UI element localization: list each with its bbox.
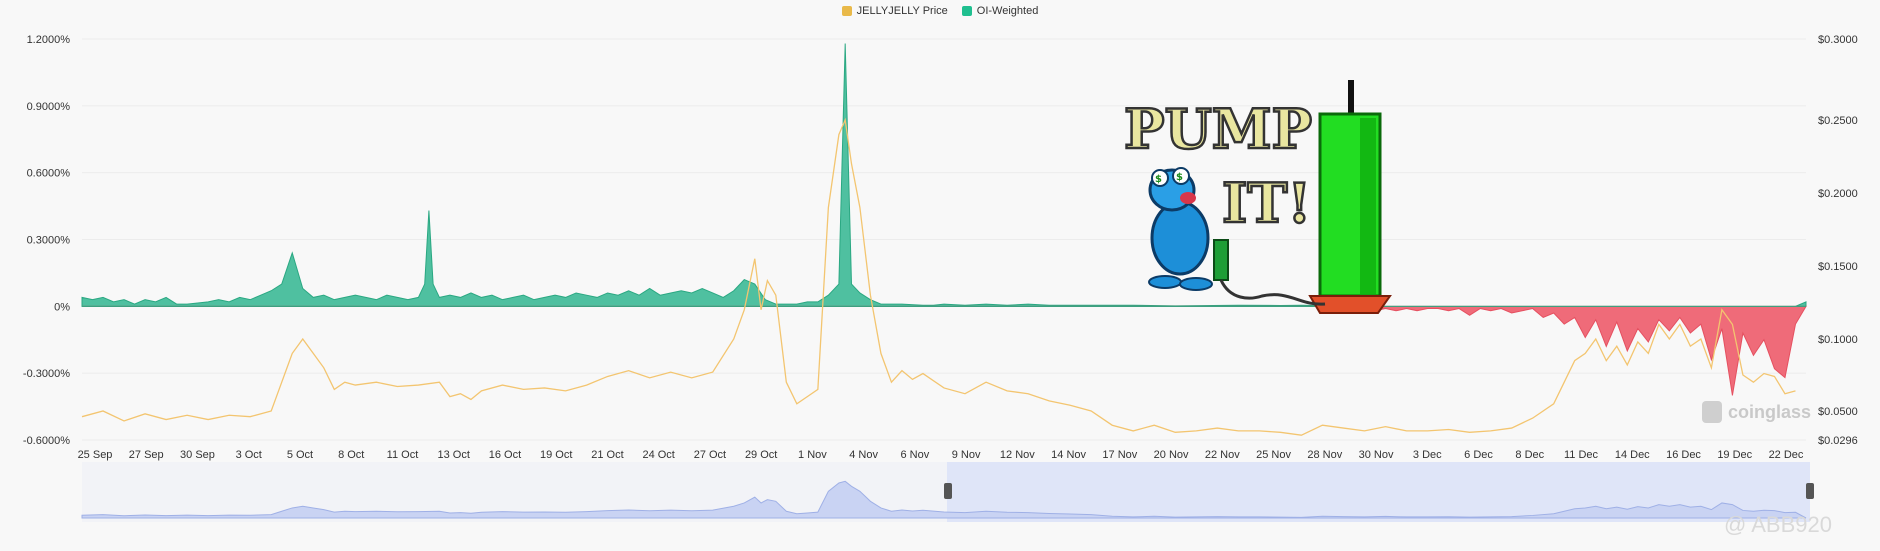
x-tick-label: 5 Oct: [287, 449, 313, 461]
x-tick-label: 3 Oct: [236, 449, 262, 461]
right-tick-label: $0.1500: [1818, 261, 1858, 273]
x-tick-label: 20 Nov: [1154, 449, 1189, 461]
left-tick-label: 0.6000%: [27, 168, 71, 180]
legend-item-price[interactable]: JELLYJELLY Price: [841, 5, 948, 17]
range-navigator[interactable]: [81, 462, 1814, 522]
x-tick-label: 27 Sep: [129, 449, 164, 461]
frog-icon: $ $: [1148, 167, 1326, 306]
right-axis: $0.3000 $0.2500 $0.2000 $0.1500 $0.1000 $0.05…: [1818, 34, 1858, 447]
legend-swatch-price: [841, 6, 852, 16]
chart-legend: JELLYJELLY Price OI-Weighted: [0, 5, 1880, 17]
x-tick-label: 8 Dec: [1515, 449, 1544, 461]
right-tick-label: $0.2500: [1818, 115, 1858, 127]
left-axis: 1.2000% 0.9000% 0.6000% 0.3000% 0% -0.3000% -0…: [23, 34, 70, 447]
pump-it-sticker: PUMP IT! $ $: [1123, 80, 1392, 314]
legend-swatch-oi: [961, 6, 972, 16]
coinglass-logo-icon: [1702, 401, 1722, 423]
navigator-right-handle[interactable]: [1806, 483, 1814, 499]
sticker-pump-text: PUMP: [1124, 97, 1312, 161]
x-tick-label: 16 Oct: [489, 449, 521, 461]
left-tick-label: 0%: [54, 301, 70, 313]
price-series-line: [81, 117, 1796, 436]
left-tick-label: 0.3000%: [27, 235, 71, 247]
x-tick-label: 17 Nov: [1102, 449, 1137, 461]
x-axis: 25 Sep 27 Sep 30 Sep 3 Oct 5 Oct 8 Oct 11 Oct 1…: [78, 449, 1804, 461]
x-tick-label: 19 Oct: [540, 449, 572, 461]
svg-text:$: $: [1155, 174, 1162, 185]
x-tick-label: 6 Nov: [901, 449, 930, 461]
x-tick-label: 29 Oct: [745, 449, 777, 461]
x-tick-label: 25 Nov: [1256, 449, 1291, 461]
x-tick-label: 1 Nov: [798, 449, 827, 461]
x-tick-label: 3 Dec: [1413, 449, 1442, 461]
funding-positive-area: [81, 43, 1807, 307]
left-tick-label: 0.9000%: [27, 101, 71, 113]
x-tick-label: 30 Nov: [1359, 449, 1394, 461]
x-tick-label: 25 Sep: [78, 449, 113, 461]
x-tick-label: 24 Oct: [642, 449, 674, 461]
author-watermark: @ ABB920: [1724, 512, 1832, 537]
navigator-series: [81, 480, 1807, 519]
x-tick-label: 27 Oct: [694, 449, 726, 461]
right-tick-label: $0.0500: [1818, 406, 1858, 418]
right-tick-label: $0.3000: [1818, 34, 1858, 46]
navigator-left-handle[interactable]: [944, 483, 952, 499]
x-tick-label: 9 Nov: [952, 449, 981, 461]
oi-weighted-funding-area: [81, 43, 1807, 396]
right-tick-label: $0.1000: [1818, 334, 1858, 346]
price-line: [81, 117, 1796, 436]
coinglass-watermark: coinglass: [1702, 401, 1811, 423]
legend-label-oi: OI-Weighted: [976, 5, 1039, 17]
x-tick-label: 21 Oct: [591, 449, 623, 461]
legend-item-oi[interactable]: OI-Weighted: [961, 5, 1039, 17]
svg-text:$: $: [1176, 172, 1183, 183]
x-tick-label: 14 Nov: [1051, 449, 1086, 461]
left-tick-label: -0.3000%: [23, 368, 70, 380]
x-tick-label: 13 Oct: [437, 449, 469, 461]
right-tick-label: $0.0296: [1818, 435, 1858, 447]
chart-grid: [82, 38, 1806, 441]
left-tick-label: 1.2000%: [27, 34, 71, 46]
x-tick-label: 22 Nov: [1205, 449, 1240, 461]
legend-label-price: JELLYJELLY Price: [856, 5, 948, 17]
x-tick-label: 11 Oct: [387, 449, 419, 461]
green-candle-icon: [1308, 80, 1392, 314]
right-tick-label: $0.2000: [1818, 188, 1858, 200]
coinglass-text: coinglass: [1728, 401, 1812, 422]
x-tick-label: 4 Nov: [849, 449, 878, 461]
x-tick-label: 28 Nov: [1307, 449, 1342, 461]
x-tick-label: 22 Dec: [1769, 449, 1804, 461]
left-tick-label: -0.6000%: [23, 435, 70, 447]
x-tick-label: 12 Nov: [1000, 449, 1035, 461]
funding-negative-area: [82, 305, 1807, 396]
x-tick-label: 8 Oct: [338, 449, 364, 461]
x-tick-label: 14 Dec: [1615, 449, 1650, 461]
x-tick-label: 19 Dec: [1717, 449, 1752, 461]
sticker-it-text: IT!: [1222, 171, 1311, 235]
x-tick-label: 16 Dec: [1666, 449, 1701, 461]
x-tick-label: 6 Dec: [1464, 449, 1493, 461]
x-tick-label: 11 Dec: [1564, 449, 1599, 461]
x-tick-label: 30 Sep: [180, 449, 215, 461]
